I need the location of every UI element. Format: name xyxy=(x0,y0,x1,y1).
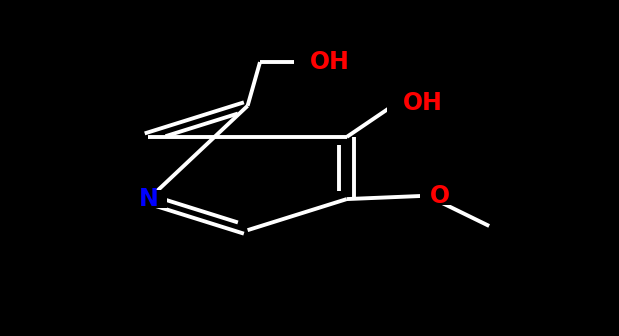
Bar xyxy=(420,186,454,205)
Bar xyxy=(294,52,350,72)
Text: O: O xyxy=(430,184,451,208)
Text: OH: OH xyxy=(310,50,349,74)
Text: N: N xyxy=(139,187,158,211)
Text: OH: OH xyxy=(402,91,443,115)
Bar xyxy=(387,93,443,114)
Bar xyxy=(130,190,167,208)
